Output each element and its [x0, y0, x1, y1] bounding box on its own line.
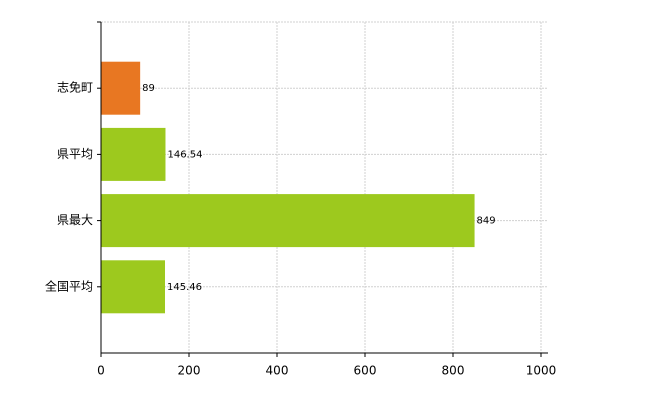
y-tick-label: 県平均: [57, 147, 93, 161]
x-tick-label: 200: [178, 364, 201, 378]
bar: [101, 194, 475, 248]
bar: [101, 61, 141, 115]
x-tick-label: 0: [97, 364, 105, 378]
value-label: 146.54: [167, 149, 202, 160]
bar: [101, 260, 166, 314]
x-tick-label: 400: [266, 364, 289, 378]
y-tick-label: 県最大: [57, 213, 93, 227]
value-label: 145.46: [167, 282, 202, 293]
y-tick-label: 志免町: [57, 80, 93, 95]
x-tick-label: 600: [354, 364, 377, 378]
bar: [101, 127, 166, 181]
value-label: 89: [142, 83, 155, 94]
x-tick-label: 1000: [526, 364, 557, 378]
y-tick-label: 全国平均: [45, 278, 93, 293]
value-label: 849: [477, 216, 496, 227]
x-tick-label: 800: [442, 364, 465, 378]
